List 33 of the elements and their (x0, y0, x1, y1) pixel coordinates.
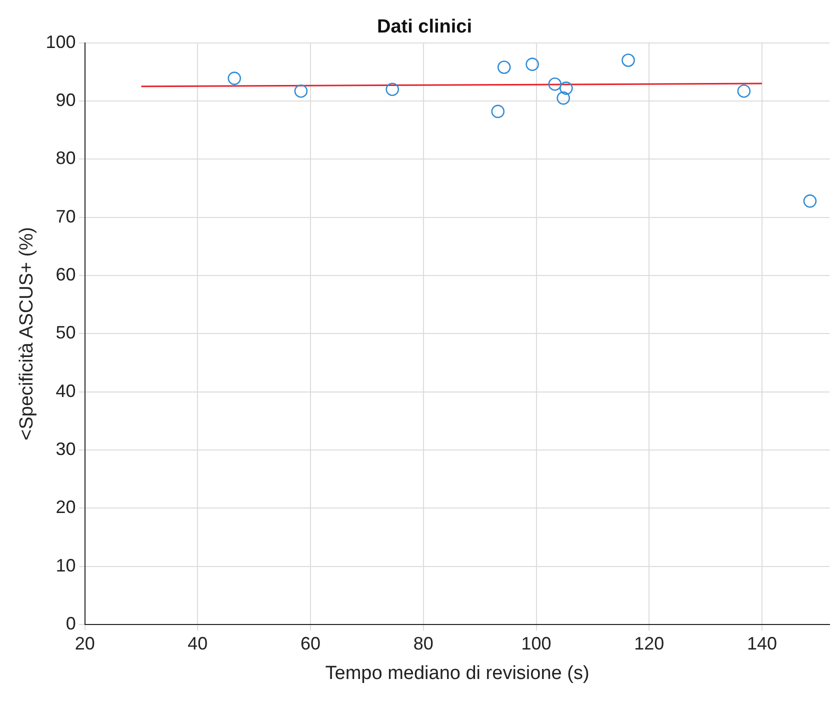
point (228, 72, 242, 85)
y-tick-label: 100 (46, 32, 76, 52)
point (737, 84, 751, 98)
x-axis-title: Tempo mediano di revisione (s) (325, 662, 590, 684)
point (491, 104, 505, 118)
point (526, 58, 539, 71)
point (560, 82, 573, 95)
x-tick-label: 140 (746, 633, 778, 654)
x-tick-label: 80 (413, 633, 434, 654)
x-tick-label: 40 (188, 633, 208, 654)
chart-title: Dati clinici (376, 16, 472, 38)
point (556, 91, 570, 105)
y-tick-label: 20 (56, 497, 76, 518)
point (803, 194, 817, 208)
y-tick-label: 40 (56, 380, 76, 401)
y-tick-label: 70 (56, 206, 76, 226)
point (294, 84, 308, 98)
y-tick-label: 50 (56, 322, 76, 343)
point (386, 82, 400, 96)
y-tick-label: 60 (56, 264, 76, 284)
x-tick-label: 60 (300, 633, 321, 654)
point (548, 77, 562, 91)
point (497, 60, 511, 74)
x-tick-label: 20 (74, 633, 95, 654)
y-axis-title: <Specificità ASCUS+ (%) (16, 227, 38, 440)
y-tick-label: 80 (56, 148, 76, 168)
x-tick-label: 100 (521, 633, 552, 654)
y-tick-label: 10 (56, 555, 76, 576)
y-tick-label: 0 (66, 614, 76, 634)
y-tick-label: 90 (56, 90, 76, 110)
x-tick-label: 120 (634, 633, 664, 654)
point (622, 54, 635, 67)
y-tick-label: 30 (56, 439, 76, 460)
